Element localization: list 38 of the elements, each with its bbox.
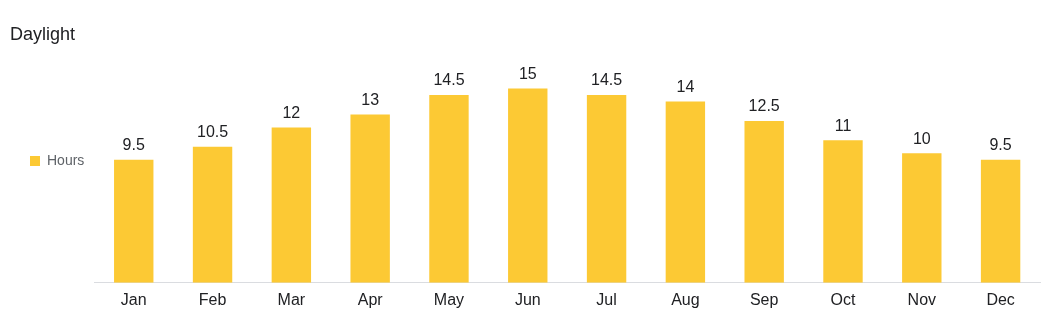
bar bbox=[429, 95, 469, 283]
data-label: 15 bbox=[518, 64, 537, 82]
data-label: 13 bbox=[361, 90, 380, 108]
data-label: 10 bbox=[912, 129, 931, 147]
data-label: 12 bbox=[282, 103, 301, 121]
x-tick-label: Apr bbox=[357, 290, 384, 308]
chart-title: Daylight bbox=[10, 23, 76, 44]
bar bbox=[823, 140, 863, 283]
data-label: 9.5 bbox=[989, 136, 1012, 154]
data-label: 10.5 bbox=[196, 123, 229, 141]
bar bbox=[114, 159, 154, 283]
x-tick-label: Jan bbox=[120, 290, 147, 308]
x-tick-label: Oct bbox=[830, 290, 856, 308]
data-label: 14.5 bbox=[591, 71, 623, 89]
bar bbox=[350, 114, 390, 283]
bar bbox=[902, 153, 942, 283]
bar bbox=[744, 120, 784, 283]
data-label: 12.5 bbox=[748, 97, 780, 115]
bar bbox=[192, 146, 233, 283]
x-tick-label: Nov bbox=[907, 290, 937, 308]
x-tick-label: Aug bbox=[671, 290, 700, 308]
x-tick-label: Sep bbox=[749, 290, 779, 308]
x-tick-label: Dec bbox=[986, 290, 1015, 308]
bar bbox=[586, 95, 627, 283]
legend-label: Hours bbox=[47, 151, 85, 168]
x-tick-label: Jun bbox=[514, 290, 541, 308]
x-tick-label: May bbox=[433, 290, 465, 308]
bar bbox=[980, 159, 1021, 283]
bar bbox=[508, 88, 548, 283]
data-label: 9.5 bbox=[122, 136, 145, 154]
data-label: 14.5 bbox=[433, 71, 465, 89]
data-label: 14 bbox=[676, 77, 695, 95]
data-label: 11 bbox=[834, 116, 852, 134]
x-tick-label: Jul bbox=[596, 290, 617, 308]
x-tick-label: Feb bbox=[198, 290, 227, 308]
bar bbox=[271, 127, 312, 283]
bar bbox=[665, 101, 706, 283]
x-tick-label: Mar bbox=[277, 290, 306, 308]
